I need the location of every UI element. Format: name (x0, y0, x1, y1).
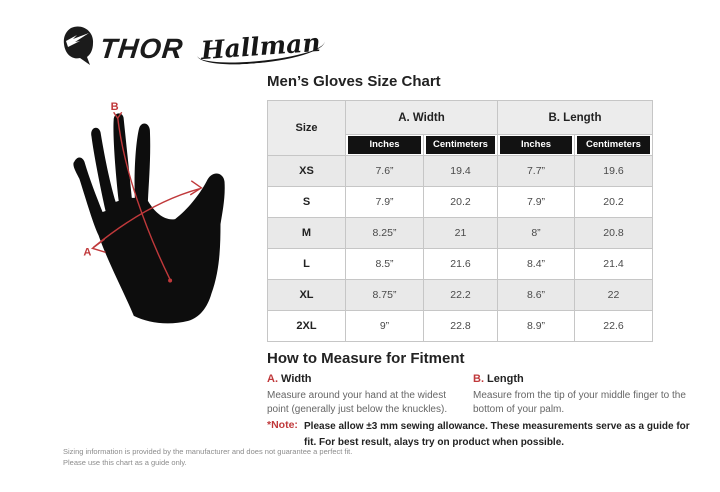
fitment-width-heading: A. Width (267, 373, 467, 385)
width-inches-cell: 8.25” (345, 217, 424, 249)
thor-logo: THOR (62, 26, 186, 71)
table-row: M 8.25” 21 8” 20.8 (267, 217, 653, 249)
length-cm-cell: 20.2 (574, 186, 653, 218)
table-row: XS 7.6” 19.4 7.7” 19.6 (267, 155, 653, 187)
thor-helmet-icon (62, 26, 96, 71)
length-cm-cell: 22 (574, 279, 653, 311)
width-inches-cell: 7.9” (345, 186, 424, 218)
width-inches-cell: 9” (345, 310, 424, 342)
size-chart-table: Size A. Width B. Length Inches Centimete… (267, 100, 653, 342)
table-subheader-row: Inches Centimeters Inches Centimeters (268, 134, 653, 156)
header-size: Size (267, 100, 346, 156)
fitment-length-text: Measure from the tip of your middle fing… (473, 390, 686, 415)
width-inches-cell: 8.75” (345, 279, 424, 311)
length-inches-cell: 7.7” (497, 155, 575, 187)
header-a-width: A. Width (345, 100, 498, 135)
measure-label-a: A (83, 246, 91, 258)
footer-disclaimer-line2: Please use this chart as a guide only. (63, 458, 187, 468)
length-measure-line-b (113, 111, 171, 280)
width-cm-cell: 22.2 (423, 279, 498, 311)
hand-silhouette (73, 113, 225, 324)
length-inches-cell: 8.4” (497, 248, 575, 280)
fitment-length-column: B. Length Measure from the tip of your m… (473, 373, 707, 417)
length-inches-cell: 7.9” (497, 186, 575, 218)
length-inches-cell: 8” (497, 217, 575, 249)
fitment-length-label: Length (484, 373, 524, 385)
table-row: S 7.9” 20.2 7.9” 20.2 (267, 186, 653, 218)
width-cm-cell: 21.6 (423, 248, 498, 280)
length-cm-cell: 22.6 (574, 310, 653, 342)
width-inches-cell: 8.5” (345, 248, 424, 280)
table-group-header-row: Size A. Width B. Length (267, 100, 653, 156)
width-measure-line-a (90, 180, 203, 254)
size-cell: L (267, 248, 346, 280)
width-cm-cell: 20.2 (423, 186, 498, 218)
length-line-endpoint (168, 278, 173, 283)
size-cell: XL (267, 279, 346, 311)
thor-wordmark: THOR (98, 32, 186, 64)
note-label: *Note: (267, 419, 298, 431)
length-cm-cell: 20.8 (574, 217, 653, 249)
length-inches-cell: 8.9” (497, 310, 575, 342)
fitment-width-column: A. Width Measure around your hand at the… (267, 373, 467, 417)
fitment-width-text: Measure around your hand at the widest p… (267, 390, 448, 415)
fitment-width-letter: A. (267, 373, 278, 385)
size-cell: XS (267, 155, 346, 187)
sewing-allowance-note: *Note: Please allow ±3 mm sewing allowan… (267, 419, 703, 450)
hand-glove-illustration: B A (56, 84, 260, 336)
footer-disclaimer-line1: Sizing information is provided by the ma… (63, 447, 353, 456)
length-cm-cell: 19.6 (574, 155, 653, 187)
subheader-centimeters-b: Centimeters (574, 134, 653, 156)
table-row: XL 8.75” 22.2 8.6” 22 (267, 279, 653, 311)
table-row: L 8.5” 21.6 8.4” 21.4 (267, 248, 653, 280)
note-text: Please allow ±3 mm sewing allowance. The… (304, 421, 690, 448)
fitment-length-heading: B. Length (473, 373, 707, 385)
size-cell: 2XL (267, 310, 346, 342)
measure-label-b: B (111, 101, 119, 113)
size-chart-title: Men’s Gloves Size Chart (267, 73, 441, 90)
length-inches-cell: 8.6” (497, 279, 575, 311)
width-inches-cell: 7.6” (345, 155, 424, 187)
width-cm-cell: 22.8 (423, 310, 498, 342)
subheader-inches-b: Inches (497, 134, 575, 156)
hallman-logo: Hallman (196, 28, 326, 68)
size-cell: M (267, 217, 346, 249)
subheader-inches-a: Inches (345, 134, 424, 156)
width-cm-cell: 19.4 (423, 155, 498, 187)
header-b-length: B. Length (497, 100, 653, 135)
brand-logos: THOR Hallman (62, 26, 326, 71)
length-cm-cell: 21.4 (574, 248, 653, 280)
fitment-length-letter: B. (473, 373, 484, 385)
size-cell: S (267, 186, 346, 218)
fitment-width-label: Width (278, 373, 312, 385)
fitment-title: How to Measure for Fitment (267, 350, 465, 367)
table-row: 2XL 9” 22.8 8.9” 22.6 (267, 310, 653, 342)
width-cm-cell: 21 (423, 217, 498, 249)
subheader-centimeters-a: Centimeters (423, 134, 498, 156)
footer-disclaimer: Sizing information is provided by the ma… (63, 446, 352, 469)
